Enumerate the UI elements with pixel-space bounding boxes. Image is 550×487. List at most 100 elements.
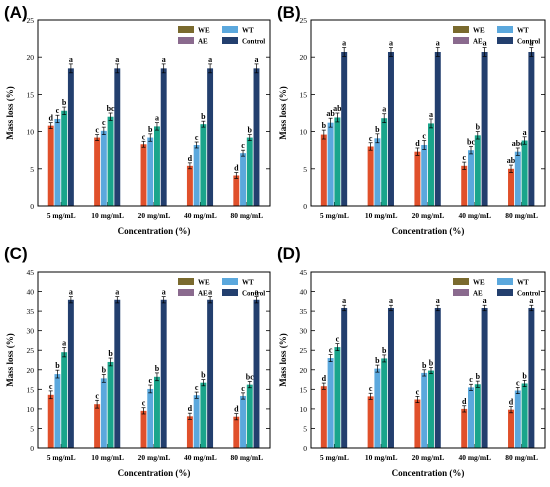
bar-wt [147, 137, 154, 206]
significance-letter: a [115, 55, 119, 64]
y-tick-label: 5 [303, 165, 307, 174]
bar-control [387, 51, 394, 206]
bar-control [481, 51, 488, 206]
x-tick-label: 20 mg/mL [138, 453, 171, 462]
y-tick-label: 25 [300, 346, 308, 355]
significance-letter: b [155, 364, 160, 373]
significance-letter: a [208, 55, 212, 64]
legend-label: WE [473, 279, 485, 287]
significance-letter: a [389, 39, 393, 48]
significance-letter: b [201, 371, 206, 380]
significance-letter: c [195, 383, 199, 392]
bar-ae [200, 382, 207, 448]
bar-wt [193, 395, 200, 448]
bar-wt [100, 378, 107, 448]
bar-we [47, 394, 54, 448]
significance-letter: b [201, 112, 206, 121]
bar-control [528, 51, 535, 206]
x-tick-label: 20 mg/mL [412, 453, 445, 462]
significance-letter: c [142, 132, 146, 141]
significance-letter: c [95, 126, 99, 135]
bar-wt [421, 372, 428, 448]
significance-letter: d [188, 404, 193, 413]
significance-letter: a [382, 105, 386, 114]
bar-control [434, 307, 441, 448]
bar-control [207, 299, 214, 448]
y-tick-label: 20 [300, 53, 308, 62]
significance-letter: c [329, 346, 333, 355]
bar-we [233, 175, 240, 206]
x-tick-label: 10 mg/mL [365, 453, 398, 462]
significance-letter: b [375, 125, 380, 134]
significance-letter: c [416, 387, 420, 396]
legend-swatch-wt [222, 278, 238, 285]
significance-letter: bc [246, 373, 254, 382]
x-tick-label: 10 mg/mL [365, 211, 398, 220]
significance-letter: ab [326, 109, 335, 118]
significance-letter: b [422, 361, 427, 370]
x-tick-label: 80 mg/mL [505, 211, 538, 220]
bar-we [233, 416, 240, 448]
y-axis-title: Mass loss (%) [5, 86, 15, 140]
y-tick-label: 5 [30, 165, 34, 174]
y-tick-label: 0 [303, 202, 307, 211]
y-axis-title: Mass loss (%) [278, 333, 288, 387]
y-tick-label: 10 [300, 405, 308, 414]
significance-letter: a [162, 288, 166, 297]
bar-we [367, 146, 374, 206]
y-tick-label: 20 [300, 366, 308, 375]
bar-ae [154, 126, 160, 206]
bar-ae [107, 361, 114, 448]
plot-frame [37, 271, 271, 449]
y-tick-label: 25 [300, 16, 308, 25]
bar-ae [521, 383, 528, 448]
bar-wt [147, 388, 154, 448]
panel-label: (A) [4, 3, 28, 22]
bar-wt [514, 151, 521, 206]
bar-ae [474, 384, 481, 448]
significance-letter: b [429, 358, 434, 367]
significance-letter: c [56, 106, 60, 115]
bar-ae [428, 123, 434, 206]
bar-wt [468, 387, 474, 448]
y-tick-label: 15 [27, 385, 35, 394]
significance-letter: b [375, 356, 380, 365]
significance-letter: d [234, 405, 239, 414]
y-axis-title: Mass loss (%) [278, 86, 288, 140]
significance-letter: c [369, 134, 373, 143]
significance-letter: b [108, 349, 113, 358]
legend-swatch-wt [497, 26, 513, 33]
significance-letter: bc [467, 137, 475, 146]
legend-swatch-we [178, 278, 194, 285]
y-tick-label: 40 [300, 288, 308, 297]
bar-ae [381, 358, 388, 448]
significance-letter: b [476, 372, 481, 381]
bar-we [461, 408, 468, 448]
bar-ae [246, 384, 253, 448]
x-tick-label: 10 mg/mL [91, 453, 124, 462]
bar-wt [421, 144, 428, 206]
bar-control [160, 299, 167, 448]
significance-letter: c [142, 399, 146, 408]
y-tick-label: 0 [303, 444, 307, 453]
legend-swatch-ae [453, 37, 469, 44]
significance-letter: a [389, 296, 393, 305]
x-tick-label: 20 mg/mL [412, 211, 445, 220]
significance-letter: b [148, 125, 153, 134]
y-tick-label: 10 [27, 405, 35, 414]
bar-wt [54, 374, 61, 448]
bar-we [320, 134, 327, 206]
y-tick-label: 0 [30, 202, 34, 211]
significance-letter: c [462, 153, 466, 162]
x-tick-label: 40 mg/mL [458, 453, 491, 462]
bar-control [160, 68, 167, 206]
legend-swatch-control [222, 289, 238, 296]
significance-letter: d [188, 154, 193, 163]
legend-swatch-we [178, 26, 194, 33]
x-axis-title: Concentration (%) [392, 468, 465, 478]
bar-control [481, 307, 488, 448]
legend-swatch-control [497, 289, 513, 296]
significance-letter: a [436, 296, 440, 305]
bar-control [114, 68, 121, 206]
